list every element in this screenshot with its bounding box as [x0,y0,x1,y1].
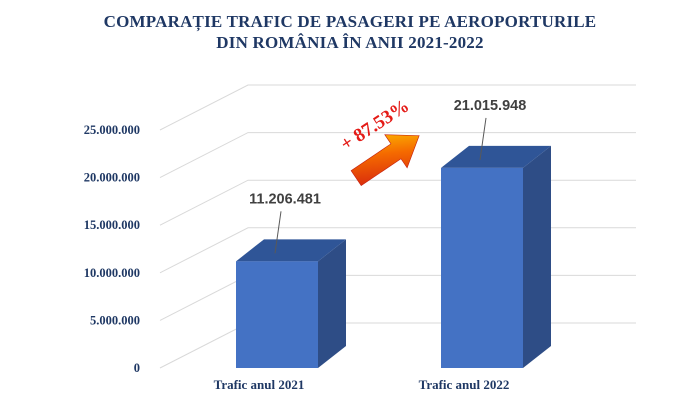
chart-title-line-1: COMPARAȚIE TRAFIC DE PASAGERI PE AEROPOR… [103,12,597,31]
gridline [159,132,636,179]
data-label-leader [274,211,282,254]
bar-front-face [236,261,318,368]
y-tick-label: 10.000.000 [84,266,140,280]
gridline [159,274,636,321]
y-tick-label: 0 [134,361,140,375]
y-tick-label: 25.000.000 [84,123,140,137]
gridline [159,322,636,369]
bar-1 [236,239,346,368]
x-category-label: Trafic anul 2022 [419,377,510,392]
data-label-leader [479,117,487,160]
chart-title-line-2: DIN ROMÂNIA ÎN ANII 2021-2022 [216,33,484,52]
bar-2 [441,145,551,368]
bar-front-face [441,167,523,368]
x-category-label: Trafic anul 2021 [214,377,305,392]
y-tick-label: 5.000.000 [90,313,140,327]
bar-side-face [318,239,346,368]
bar-side-face [523,145,551,368]
y-tick-label: 20.000.000 [84,171,140,185]
bar-top-face [236,239,346,262]
data-label: 21.015.948 [454,98,527,114]
data-label: 11.206.481 [249,191,321,207]
growth-arrow-shape [350,134,420,187]
y-tick-label: 15.000.000 [84,218,140,232]
gridline [159,227,636,274]
bar-top-face [441,145,551,168]
growth-arrow [350,134,420,187]
gridline [159,84,636,131]
gridline [159,179,636,226]
